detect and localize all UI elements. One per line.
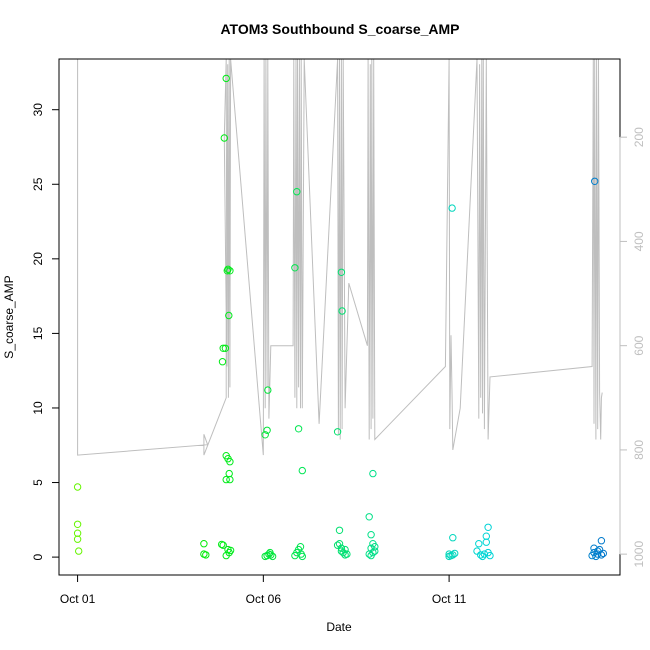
data-point — [264, 386, 272, 394]
data-point — [266, 548, 274, 557]
data-point — [218, 358, 227, 366]
y-tick-label: 5 — [31, 479, 45, 486]
data-point — [341, 545, 349, 554]
data-point — [200, 540, 208, 548]
data-point — [225, 548, 233, 557]
data-point — [73, 520, 82, 528]
data-point — [219, 541, 227, 549]
data-point — [335, 526, 344, 534]
data-point — [477, 551, 485, 559]
data-point — [73, 483, 82, 491]
y-tick-label: 30 — [31, 103, 45, 117]
y-tick-label: 0 — [31, 553, 45, 560]
data-point — [451, 549, 459, 558]
x-tick-label: Oct 06 — [246, 592, 282, 606]
data-point — [337, 547, 346, 555]
chart-title: ATOM3 Southbound S_coarse_AMP — [220, 21, 459, 37]
data-point — [338, 307, 346, 315]
data-point — [222, 74, 230, 83]
data-point — [291, 264, 299, 272]
data-point — [261, 431, 269, 439]
data-point — [482, 538, 490, 546]
data-point — [449, 551, 457, 559]
data-point — [597, 537, 606, 545]
data-point — [226, 475, 234, 484]
data-point — [445, 552, 453, 561]
data-point — [298, 466, 306, 475]
data-point — [486, 551, 494, 560]
data-point — [226, 458, 234, 466]
data-point — [268, 552, 277, 561]
data-point — [226, 267, 234, 275]
y-tick-label: 25 — [31, 177, 45, 191]
x-axis: Oct 01 Oct 06 Oct 11 — [60, 574, 467, 606]
x-axis-label: Date — [326, 620, 352, 634]
data-point — [595, 545, 604, 554]
data-point — [219, 344, 227, 352]
right-y-tick-label: 600 — [632, 335, 646, 355]
x-tick-label: Oct 01 — [60, 592, 96, 606]
y-tick-label: 20 — [31, 252, 45, 266]
data-point — [75, 547, 83, 555]
data-point — [225, 469, 233, 478]
data-point — [449, 534, 457, 542]
right-y-tick-label: 1000 — [632, 541, 646, 568]
data-point — [445, 550, 453, 558]
data-point — [263, 426, 271, 434]
data-point — [202, 551, 210, 559]
data-point — [448, 204, 456, 212]
x-tick-label: Oct 11 — [432, 592, 467, 606]
data-point — [365, 550, 373, 558]
data-point — [296, 543, 305, 551]
data-point — [482, 532, 490, 540]
data-point — [484, 523, 492, 531]
secondary-series-line — [77, 58, 603, 456]
data-point — [590, 544, 598, 552]
scatter-points-layer — [73, 74, 607, 561]
right-y-axis: 200 400 600 800 1000 — [619, 127, 646, 568]
data-point — [333, 541, 342, 549]
secondary-series-layer — [77, 58, 603, 456]
data-point — [221, 344, 230, 352]
data-point — [592, 552, 600, 561]
data-point — [335, 540, 344, 548]
data-point — [473, 547, 481, 555]
data-point — [371, 543, 379, 551]
data-point — [220, 134, 229, 142]
data-point — [293, 188, 301, 196]
data-point — [590, 548, 598, 557]
y-axis-label: S_coarse_AMP — [2, 275, 16, 358]
data-point — [298, 552, 306, 561]
data-point — [333, 428, 342, 436]
data-point — [224, 265, 232, 273]
data-point — [365, 513, 373, 521]
data-point — [369, 469, 377, 478]
data-point — [475, 540, 483, 548]
y-tick-label: 15 — [31, 326, 45, 340]
y-axis: 0 5 10 15 20 25 30 — [31, 103, 59, 560]
data-point — [343, 550, 351, 558]
data-point — [225, 311, 233, 320]
data-point — [478, 552, 487, 561]
data-point — [371, 547, 379, 555]
data-point — [594, 550, 602, 558]
data-point — [73, 535, 82, 543]
y-tick-label: 10 — [31, 401, 45, 415]
data-point — [597, 551, 606, 559]
right-y-tick-label: 200 — [632, 127, 646, 147]
data-point — [73, 529, 82, 537]
data-point — [226, 546, 235, 555]
data-point — [591, 177, 599, 186]
data-point — [222, 475, 230, 484]
data-point — [294, 425, 303, 433]
right-y-tick-label: 400 — [632, 231, 646, 251]
data-point — [367, 531, 375, 539]
data-point — [337, 268, 346, 276]
right-y-tick-label: 800 — [632, 440, 646, 460]
